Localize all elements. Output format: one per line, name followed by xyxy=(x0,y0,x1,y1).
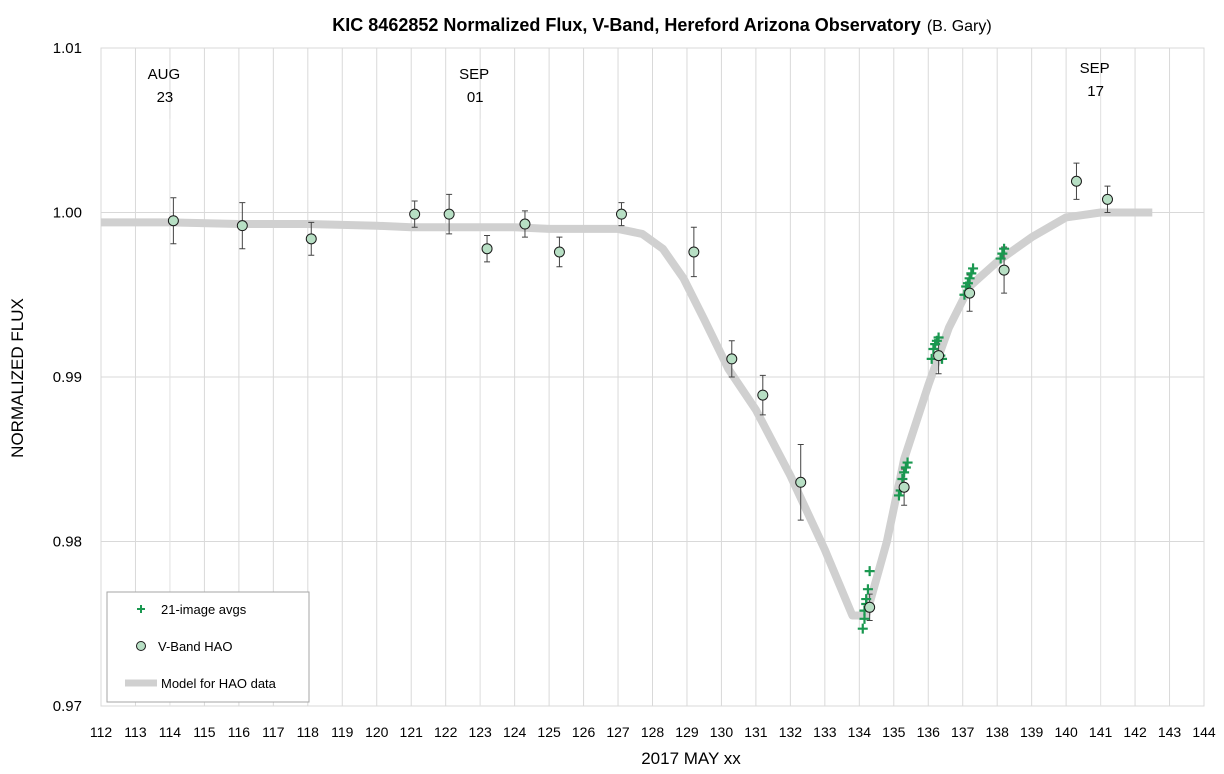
x-tick-label: 139 xyxy=(1020,724,1044,740)
y-tick-label: 0.97 xyxy=(53,698,82,715)
plus-marker xyxy=(900,462,911,473)
chart-title: KIC 8462852 Normalized Flux, V-Band, Her… xyxy=(332,15,991,35)
y-tick-label: 0.98 xyxy=(53,534,82,551)
date-annotation-month: SEP xyxy=(459,66,489,83)
date-annotation-month: SEP xyxy=(1080,60,1110,77)
chart-title-suffix: (B. Gary) xyxy=(927,18,992,35)
plot-area xyxy=(100,47,1205,707)
x-tick-label: 127 xyxy=(606,724,630,740)
x-tick-label: 144 xyxy=(1192,724,1216,740)
x-tick-label: 124 xyxy=(503,724,527,740)
x-tick-label: 130 xyxy=(710,724,734,740)
plus-marker xyxy=(928,344,939,355)
x-tick-labels: 112 113 114 115 116 117 118 119 120 121 122 123 124 1… xyxy=(90,724,1216,740)
x-tick-label: 126 xyxy=(572,724,596,740)
y-axis-label: NORMALIZED FLUX xyxy=(8,298,27,458)
x-tick-label: 137 xyxy=(951,724,975,740)
y-tick-label: 0.99 xyxy=(53,369,82,386)
plus-marker xyxy=(933,332,944,343)
legend-plus-marker xyxy=(137,605,145,613)
circle-marker xyxy=(553,246,565,258)
x-tick-label: 112 xyxy=(90,724,113,740)
x-tick-label: 125 xyxy=(537,724,561,740)
date-annotation-month: AUG xyxy=(148,66,181,83)
x-axis-label: 2017 MAY xx xyxy=(641,749,741,768)
x-tick-label: 131 xyxy=(744,724,768,740)
x-tick-label: 118 xyxy=(297,724,320,740)
x-tick-label: 142 xyxy=(1123,724,1147,740)
plus-layer xyxy=(857,243,1010,634)
x-tick-label: 114 xyxy=(159,724,182,740)
plus-marker xyxy=(962,278,973,289)
x-tick-label: 120 xyxy=(365,724,389,740)
date-annotation-day: 23 xyxy=(157,89,174,106)
circle-marker xyxy=(481,243,493,255)
x-tick-label: 115 xyxy=(193,724,216,740)
circle-marker xyxy=(726,353,738,365)
y-tick-labels: 0.97 0.98 0.99 1.00 1.01 xyxy=(53,40,82,715)
circle-marker xyxy=(688,246,700,258)
x-tick-label: 133 xyxy=(813,724,837,740)
x-tick-label: 122 xyxy=(434,724,458,740)
circle-marker xyxy=(933,350,945,362)
circle-marker xyxy=(757,389,769,401)
circle-marker xyxy=(998,264,1010,276)
circle-marker xyxy=(167,215,179,227)
legend-label-circle: V-Band HAO xyxy=(158,639,232,654)
x-tick-label: 141 xyxy=(1089,724,1113,740)
x-tick-label: 113 xyxy=(124,724,147,740)
circle-marker xyxy=(236,220,248,232)
y-tick-label: 1.01 xyxy=(53,40,82,57)
legend-circle-marker xyxy=(136,641,146,651)
legend: 21-image avgs V-Band HAO Model for HAO dat… xyxy=(106,591,310,703)
x-tick-label: 128 xyxy=(641,724,665,740)
circle-marker xyxy=(964,287,976,299)
plus-marker xyxy=(995,253,1006,264)
x-tick-label: 129 xyxy=(675,724,699,740)
x-tick-label: 136 xyxy=(917,724,941,740)
date-annotation-day: 01 xyxy=(467,89,484,106)
date-annotation-day: 17 xyxy=(1087,83,1104,100)
date-annotations: AUG 23 SEP 01 SEP 17 xyxy=(148,60,1110,706)
chart-title-main: KIC 8462852 Normalized Flux, V-Band, Her… xyxy=(332,15,921,35)
circle-marker xyxy=(615,208,627,220)
plus-marker xyxy=(857,623,868,634)
circle-marker xyxy=(519,218,531,230)
x-tick-label: 135 xyxy=(882,724,906,740)
circle-layer xyxy=(167,175,1113,613)
x-tick-label: 123 xyxy=(468,724,492,740)
x-tick-label: 140 xyxy=(1054,724,1078,740)
plus-marker xyxy=(968,263,979,274)
x-tick-label: 121 xyxy=(400,724,424,740)
x-tick-label: 119 xyxy=(331,724,354,740)
x-tick-label: 134 xyxy=(848,724,872,740)
plus-marker xyxy=(966,268,977,279)
x-tick-label: 143 xyxy=(1158,724,1182,740)
plus-marker xyxy=(864,566,875,577)
circle-marker xyxy=(1070,175,1082,187)
x-tick-label: 117 xyxy=(262,724,285,740)
plus-marker xyxy=(902,457,913,468)
x-tick-label: 138 xyxy=(986,724,1010,740)
plus-marker xyxy=(997,248,1008,259)
plus-marker xyxy=(999,243,1010,254)
circle-marker xyxy=(898,481,910,493)
x-tick-label: 116 xyxy=(228,724,251,740)
legend-label-plus: 21-image avgs xyxy=(161,602,247,617)
legend-label-model: Model for HAO data xyxy=(161,676,277,691)
circle-marker xyxy=(864,601,876,613)
plus-marker xyxy=(893,490,904,501)
circle-marker xyxy=(409,208,421,220)
x-tick-label: 132 xyxy=(779,724,803,740)
circle-marker xyxy=(1101,193,1113,205)
circle-marker xyxy=(443,208,455,220)
circle-marker xyxy=(305,233,317,245)
plus-marker xyxy=(862,584,873,595)
circle-marker xyxy=(795,476,807,488)
y-tick-label: 1.00 xyxy=(53,205,82,222)
plus-marker xyxy=(964,273,975,284)
plus-marker xyxy=(899,467,910,478)
